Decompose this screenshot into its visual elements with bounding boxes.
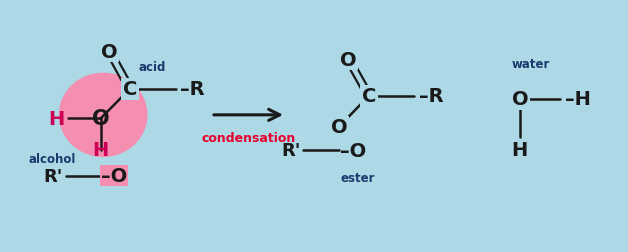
Text: O: O [512,90,528,109]
Text: –O: –O [340,141,367,160]
Text: O: O [92,109,109,129]
Text: C: C [123,80,137,99]
Text: –R: –R [180,80,205,99]
Text: water: water [512,57,550,71]
Text: R': R' [44,167,63,185]
Text: H: H [48,109,65,128]
Text: –O: –O [100,167,127,186]
Circle shape [60,74,147,157]
Text: –R: –R [419,87,443,106]
Text: H: H [92,140,109,159]
Text: alcohol: alcohol [28,152,75,165]
Text: H: H [512,141,528,160]
Text: condensation: condensation [202,132,296,145]
Text: R': R' [281,142,300,160]
Text: O: O [340,50,357,69]
Text: –H: –H [565,90,592,109]
Text: ester: ester [340,171,375,184]
Text: O: O [330,118,347,137]
Text: C: C [362,87,376,106]
Text: O: O [101,43,117,62]
Text: acid: acid [138,60,165,74]
